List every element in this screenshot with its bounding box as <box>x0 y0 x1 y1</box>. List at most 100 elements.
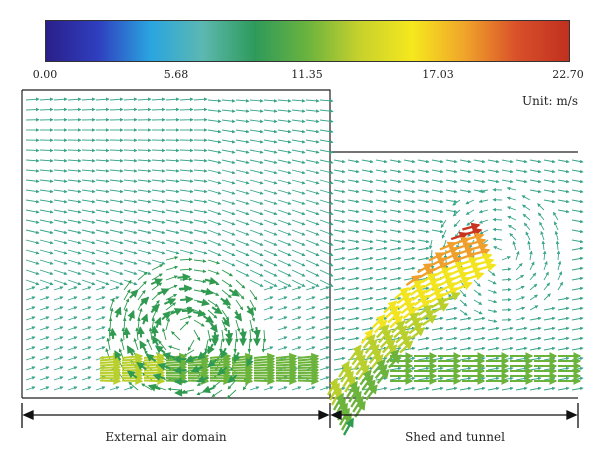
velocity-vector <box>452 199 461 206</box>
velocity-vector <box>445 169 458 174</box>
colorbar-tick-2: 11.35 <box>291 68 323 81</box>
velocity-vector <box>39 249 54 255</box>
velocity-vector <box>39 148 54 153</box>
velocity-vector <box>376 368 390 384</box>
velocity-vector <box>333 189 346 194</box>
unit-label: Unit: m/s <box>522 94 578 108</box>
velocity-vector <box>445 256 463 266</box>
velocity-vector <box>95 148 110 153</box>
velocity-vector <box>291 109 306 113</box>
velocity-vector <box>193 249 208 255</box>
velocity-vector <box>305 229 320 236</box>
velocity-vector <box>165 179 180 183</box>
velocity-vector <box>501 356 514 361</box>
velocity-vector <box>193 319 205 327</box>
velocity-vector <box>39 189 54 194</box>
velocity-vector <box>151 169 166 173</box>
velocity-vector <box>179 257 193 262</box>
velocity-vector <box>291 99 306 103</box>
velocity-vector <box>338 360 350 378</box>
velocity-vector <box>151 335 160 347</box>
velocity-vector <box>253 358 276 367</box>
velocity-vector <box>319 296 330 301</box>
velocity-vector <box>297 360 320 369</box>
velocity-vector <box>275 363 298 372</box>
velocity-vector <box>473 279 481 287</box>
colorbar-tick-4: 22.70 <box>552 68 584 81</box>
velocity-vector <box>235 149 250 154</box>
velocity-vector <box>445 179 458 184</box>
velocity-vector <box>277 169 292 175</box>
velocity-vector <box>557 296 570 301</box>
velocity-vector <box>221 279 233 288</box>
velocity-vector <box>347 229 360 234</box>
velocity-vector <box>403 179 416 184</box>
velocity-vector <box>355 359 368 376</box>
velocity-vector <box>452 209 461 217</box>
velocity-vector <box>389 376 402 381</box>
velocity-vector <box>277 199 292 205</box>
velocity-vector <box>99 358 122 367</box>
velocity-vector <box>67 366 78 371</box>
velocity-vector <box>25 148 40 153</box>
velocity-vector <box>515 250 520 261</box>
velocity-vector <box>234 311 243 322</box>
velocity-vector <box>529 356 542 361</box>
velocity-vector <box>67 306 78 311</box>
velocity-vector <box>478 209 489 214</box>
velocity-vector <box>277 279 292 287</box>
velocity-vector <box>557 316 570 321</box>
velocity-vector <box>487 299 498 304</box>
velocity-vector <box>361 219 374 224</box>
velocity-vector <box>350 390 362 408</box>
velocity-vector <box>178 284 193 293</box>
velocity-vector <box>95 336 106 341</box>
velocity-vector <box>39 239 54 245</box>
velocity-vector <box>305 139 320 144</box>
velocity-vector <box>557 179 570 184</box>
velocity-vector <box>291 316 302 321</box>
velocity-vector <box>543 293 551 301</box>
velocity-vector <box>207 209 222 216</box>
velocity-vector <box>389 266 402 271</box>
velocity-vector <box>39 107 54 112</box>
velocity-vector <box>221 109 236 113</box>
velocity-vector <box>347 266 360 271</box>
velocity-vector <box>263 286 274 291</box>
velocity-vector <box>431 366 444 371</box>
left-dim-arrow-a <box>22 409 34 421</box>
velocity-vector <box>305 199 320 205</box>
velocity-vector <box>249 129 264 134</box>
velocity-vector <box>39 169 54 173</box>
velocity-vector <box>207 269 220 275</box>
velocity-vector <box>81 239 96 245</box>
velocity-vector <box>571 256 584 261</box>
velocity-vector <box>67 179 82 183</box>
velocity-vector <box>231 376 254 385</box>
velocity-vector <box>109 386 120 391</box>
velocity-vector <box>347 159 360 164</box>
velocity-vector <box>165 199 180 204</box>
velocity-vector <box>466 271 485 281</box>
velocity-vector <box>473 179 486 184</box>
velocity-vector <box>277 129 292 134</box>
colorbar-tick-1: 5.68 <box>163 68 189 81</box>
velocity-vector <box>81 199 96 204</box>
velocity-vector <box>249 149 264 154</box>
velocity-vector <box>291 229 306 236</box>
velocity-vector <box>543 386 556 391</box>
velocity-vector <box>333 326 346 331</box>
velocity-vector <box>263 209 278 216</box>
velocity-vector <box>207 249 222 257</box>
velocity-vector <box>108 327 117 340</box>
velocity-vector <box>319 336 330 341</box>
velocity-vector <box>168 345 181 351</box>
velocity-vector <box>253 376 276 385</box>
velocity-vector <box>187 352 210 361</box>
velocity-vector <box>53 316 64 321</box>
velocity-vector <box>249 259 264 267</box>
velocity-vector <box>557 199 570 204</box>
velocity-vector <box>319 326 330 331</box>
velocity-vector <box>473 386 486 391</box>
velocity-vector <box>403 239 416 244</box>
